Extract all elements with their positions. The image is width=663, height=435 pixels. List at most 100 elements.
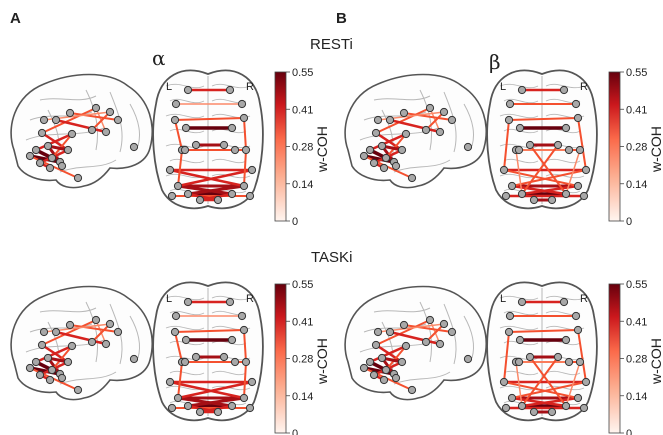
axial-node	[245, 191, 255, 201]
colorbar-gradient	[608, 283, 621, 434]
sagittal-connection	[403, 324, 453, 333]
axial-node	[499, 165, 509, 175]
colorbar-gradient	[274, 71, 287, 222]
sagittal-node	[57, 373, 67, 383]
condition-title-task: TASKi	[311, 249, 352, 266]
sagittal-connection	[375, 107, 431, 134]
sagittal-node	[435, 127, 445, 137]
sagittal-sulcus	[39, 307, 97, 313]
axial-node	[167, 403, 177, 413]
hemisphere-label-left: L	[166, 81, 172, 93]
axial-node	[171, 311, 181, 321]
axial-node	[170, 115, 180, 125]
sagittal-node	[379, 375, 389, 385]
band-label-beta: β	[489, 50, 501, 74]
axial-sulcus	[503, 98, 539, 104]
axial-node	[504, 327, 514, 337]
sagittal-connection	[69, 112, 119, 121]
sagittal-node	[463, 354, 473, 364]
sagittal-outline	[10, 285, 153, 401]
axial-connection	[176, 380, 254, 400]
axial-connection	[168, 380, 246, 400]
sagittal-node	[87, 125, 97, 135]
axial-node	[559, 85, 569, 95]
sagittal-node	[373, 115, 383, 125]
sagittal-node	[91, 315, 101, 325]
sagittal-node	[399, 108, 409, 118]
axial-sulcus	[545, 370, 581, 376]
sagittal-sulcus	[59, 159, 117, 173]
colorbar: 0.55 0.41 0.28 0.14 0 w-COH	[608, 279, 663, 435]
axial-node	[553, 352, 563, 362]
axial-node	[183, 85, 193, 95]
axial-node	[165, 377, 175, 387]
axial-connection	[515, 361, 523, 407]
axial-node	[239, 393, 249, 403]
axial-node	[225, 297, 235, 307]
axial-sulcus	[503, 370, 539, 376]
axial-node	[514, 357, 524, 367]
sagittal-node	[47, 365, 57, 375]
colorbar-title: w-COH	[648, 338, 663, 385]
axial-node	[579, 191, 589, 201]
colorbar-tick-label: 0.28	[292, 354, 313, 366]
sagittal-node	[45, 375, 55, 385]
axial-connection	[176, 396, 234, 408]
axial-node	[515, 123, 525, 133]
sagittal-node	[43, 141, 53, 151]
sagittal-sulcus	[463, 103, 475, 147]
axial-connection	[186, 396, 246, 408]
colorbar-title: w-COH	[648, 126, 663, 173]
axial-connection	[243, 361, 247, 399]
sagittal-sulcus	[373, 307, 431, 313]
colorbar-tick-label: 0.41	[626, 104, 647, 116]
sagittal-node	[105, 107, 115, 117]
sagittal-brain-view	[10, 73, 153, 189]
axial-node	[183, 401, 193, 411]
sagittal-node	[129, 142, 139, 152]
axial-node	[547, 195, 557, 205]
axial-sulcus	[499, 295, 539, 301]
sagittal-node	[35, 158, 45, 168]
axial-node	[165, 165, 175, 175]
sagittal-node	[425, 103, 435, 113]
sagittal-node	[371, 128, 381, 138]
axial-node	[191, 140, 201, 150]
sagittal-node	[447, 115, 457, 125]
sagittal-node	[399, 320, 409, 330]
sagittal-connection	[54, 118, 108, 134]
colorbar-gradient	[274, 283, 287, 434]
sagittal-node	[463, 142, 473, 152]
colorbar-tick-label: 0	[626, 216, 632, 228]
sagittal-node	[63, 145, 73, 155]
axial-node	[561, 189, 571, 199]
axial-node	[173, 181, 183, 191]
sagittal-sulcus	[29, 323, 93, 333]
colorbar-tick-label: 0.41	[292, 104, 313, 116]
band-label-alpha: α	[152, 46, 166, 70]
sagittal-sulcus	[39, 95, 97, 101]
panel-label-b: B	[336, 10, 347, 27]
sagittal-connection	[28, 154, 62, 164]
sagittal-connection	[425, 323, 445, 343]
axial-connection	[503, 169, 579, 187]
sagittal-sulcus	[373, 95, 431, 101]
colorbar-tick-label: 0.14	[292, 179, 313, 191]
sagittal-node	[91, 103, 101, 113]
axial-sulcus	[211, 158, 247, 164]
axial-sulcus	[499, 83, 539, 89]
axial-node	[575, 145, 585, 155]
colorbar: 0.55 0.41 0.28 0.14 0 w-COH	[274, 67, 330, 228]
axial-sulcus	[165, 325, 205, 331]
axial-node	[247, 377, 257, 387]
hemisphere-label-left: L	[500, 81, 506, 93]
sagittal-node	[43, 353, 53, 363]
axial-sulcus	[211, 370, 247, 376]
axial-node	[195, 407, 205, 417]
axial-connection	[529, 144, 567, 195]
axial-connection	[577, 329, 587, 383]
sagittal-outline	[10, 73, 153, 189]
